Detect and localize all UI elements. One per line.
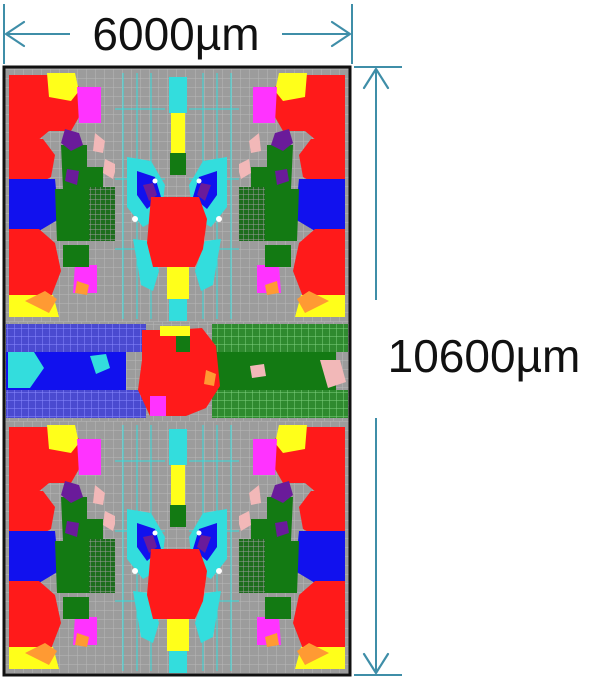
width-label: 6000µm	[92, 8, 259, 60]
width-arrow-left-icon	[4, 20, 26, 48]
width-arrow-right-icon	[330, 20, 352, 48]
top-block	[4, 68, 350, 323]
bottom-block	[4, 420, 350, 675]
height-arrow-up-icon	[362, 67, 390, 90]
die-border	[2, 65, 352, 677]
height-label: 10600µm	[388, 330, 581, 382]
middle-band	[5, 322, 349, 421]
height-dimension: 10600µm	[354, 66, 581, 676]
width-dimension: 6000µm	[3, 4, 353, 64]
die-layout	[2, 65, 352, 677]
height-arrow-down-icon	[362, 652, 390, 675]
